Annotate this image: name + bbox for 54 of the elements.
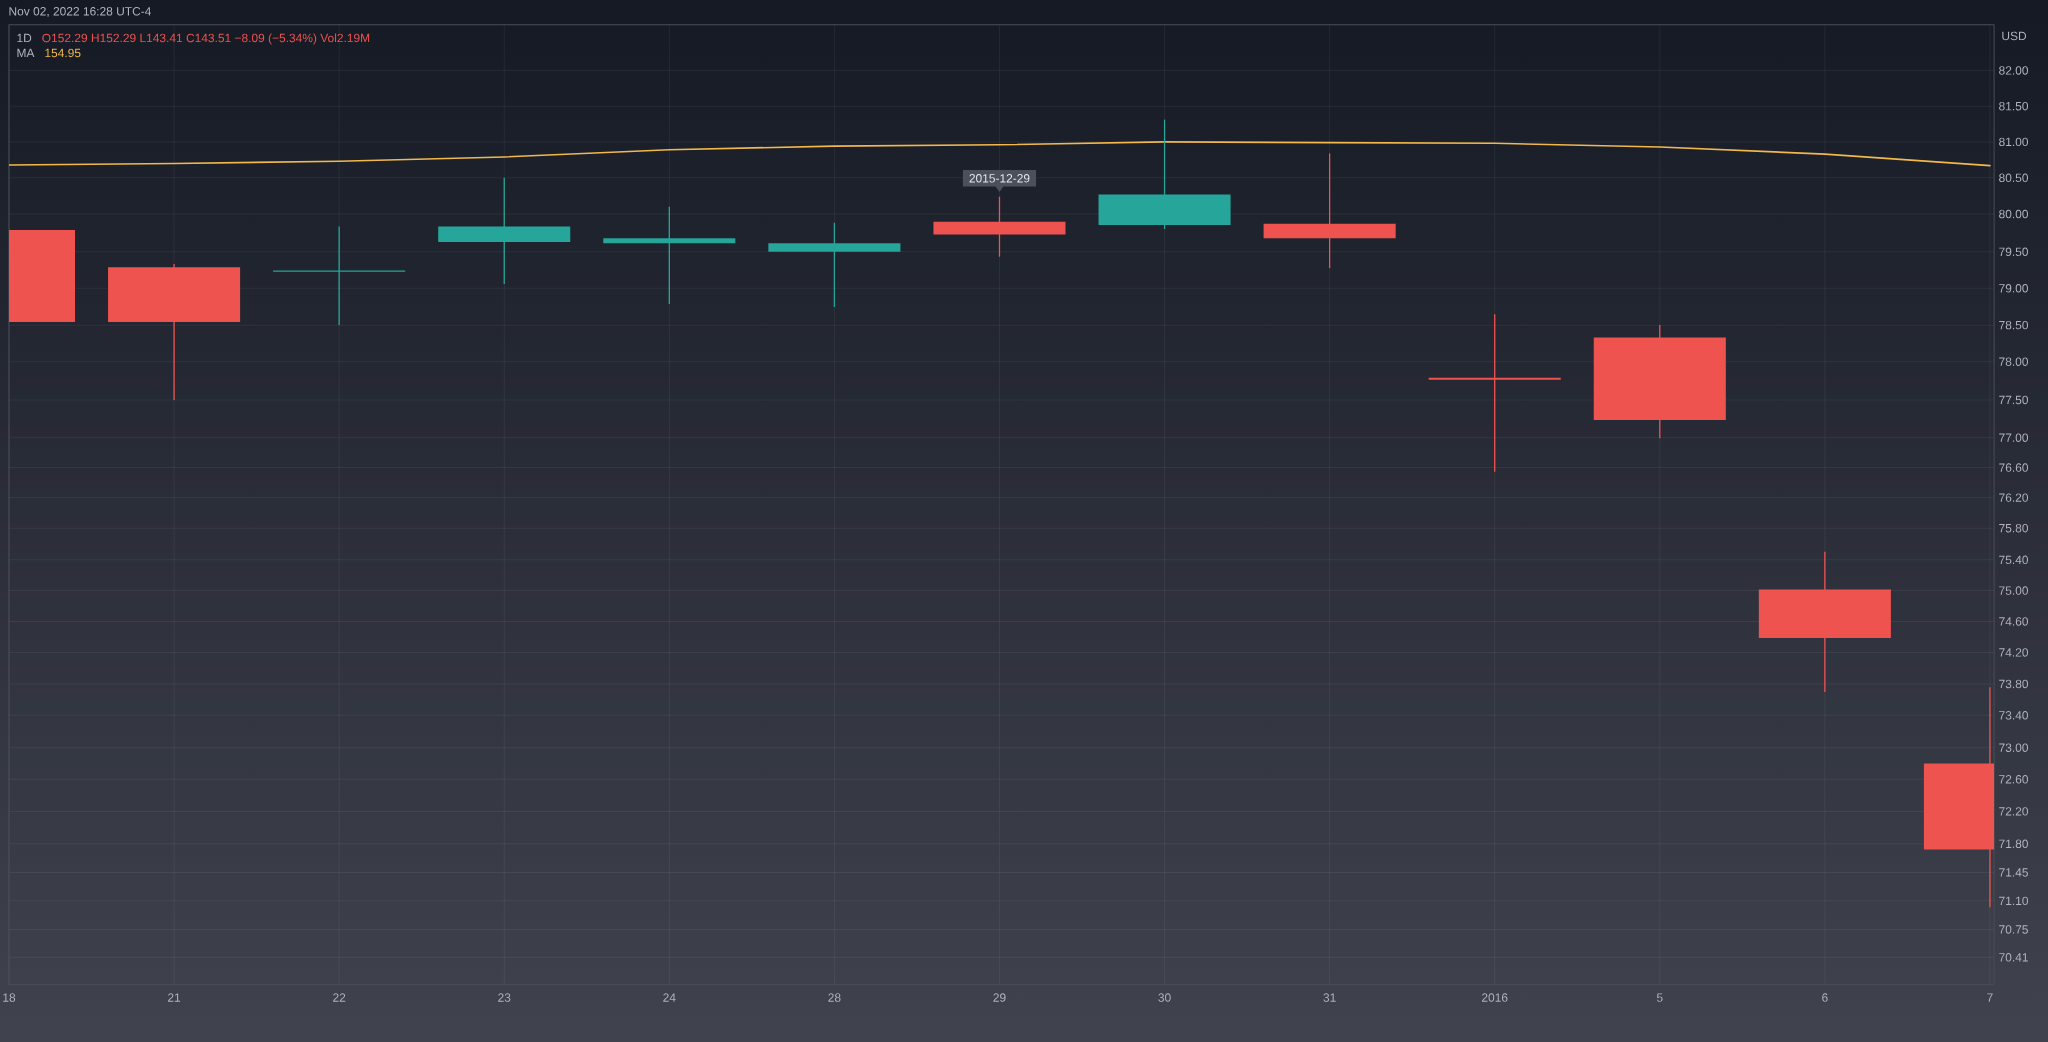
annotation: 154.95 xyxy=(45,48,81,58)
y-tick-label: 77.00 xyxy=(1999,433,2029,442)
y-tick-label: 76.60 xyxy=(1999,463,2029,472)
y-tick-label: 74.20 xyxy=(1999,648,2029,657)
line-series xyxy=(9,141,1991,167)
y-tick-label: 73.40 xyxy=(1999,711,2029,720)
y-tick-label: 73.80 xyxy=(1999,679,2029,689)
y-tick-label: 71.45 xyxy=(1999,868,2028,877)
y-tick-label: 81.00 xyxy=(1999,137,2029,147)
x-tick-label: 2016 xyxy=(1482,993,1508,1002)
y-tick-label: 79.00 xyxy=(1999,284,2029,293)
y-tick-label: 81.50 xyxy=(1999,101,2029,111)
x-tick-label: 28 xyxy=(828,993,841,1002)
x-tick-label: 29 xyxy=(993,993,1006,1002)
y-tick-label: 75.40 xyxy=(1999,555,2029,565)
y-tick-label: 75.00 xyxy=(1999,586,2029,595)
x-tick-label: 21 xyxy=(168,993,181,1002)
y-tick-label: 78.50 xyxy=(1999,320,2029,330)
y-tick-label: 72.60 xyxy=(1999,775,2029,784)
x-tick-label: 24 xyxy=(663,993,676,1002)
y-tick-label: 73.00 xyxy=(1999,743,2029,752)
text: MA xyxy=(17,48,35,58)
candlestick xyxy=(1428,313,1561,473)
y-tick-label: 74.60 xyxy=(1999,617,2029,626)
x-tick-label: 30 xyxy=(1158,993,1171,1002)
candlestick xyxy=(273,225,406,326)
text: Nov 02, 2022 16:28 UTC-4 xyxy=(9,7,151,17)
y-tick-label: 70.41 xyxy=(1999,953,2028,962)
y-tick-label: 72.20 xyxy=(1999,807,2029,816)
y-tick-label: 78.00 xyxy=(1999,357,2029,366)
x-tick-label: 6 xyxy=(1822,993,1828,1002)
y-tick-label: 70.75 xyxy=(1999,925,2028,934)
candlestick xyxy=(603,206,736,305)
annotation: 2015-12-29 xyxy=(969,174,1030,183)
y-tick-label: 82.00 xyxy=(1999,66,2029,75)
y-tick-label: 77.50 xyxy=(1999,395,2029,405)
x-tick-label: 31 xyxy=(1323,993,1336,1002)
y-tick-label: 75.80 xyxy=(1999,523,2029,533)
x-tick-label: 7 xyxy=(1987,993,1993,1002)
y-tick-label: 79.50 xyxy=(1999,247,2029,257)
annotation: O152.29 H152.29 L143.41 C143.51 −8.09 (−5.34%) Vol2.19M xyxy=(42,33,370,45)
y-tick-label: 71.80 xyxy=(1999,839,2029,849)
x-tick-label: 5 xyxy=(1656,993,1663,1002)
candlestick xyxy=(1263,152,1396,269)
y-tick-label: 80.50 xyxy=(1999,173,2029,183)
y-axis-title: USD xyxy=(2002,31,2027,41)
x-tick-label: 22 xyxy=(333,993,346,1002)
candlestick xyxy=(768,222,901,308)
annotation: 1D xyxy=(17,33,32,43)
y-tick-label: 71.10 xyxy=(1999,896,2029,906)
x-tick-label: 23 xyxy=(498,993,511,1002)
x-tick-label: 18 xyxy=(3,993,16,1002)
y-tick-label: 80.00 xyxy=(1999,209,2029,219)
y-tick-label: 76.20 xyxy=(1999,493,2029,502)
